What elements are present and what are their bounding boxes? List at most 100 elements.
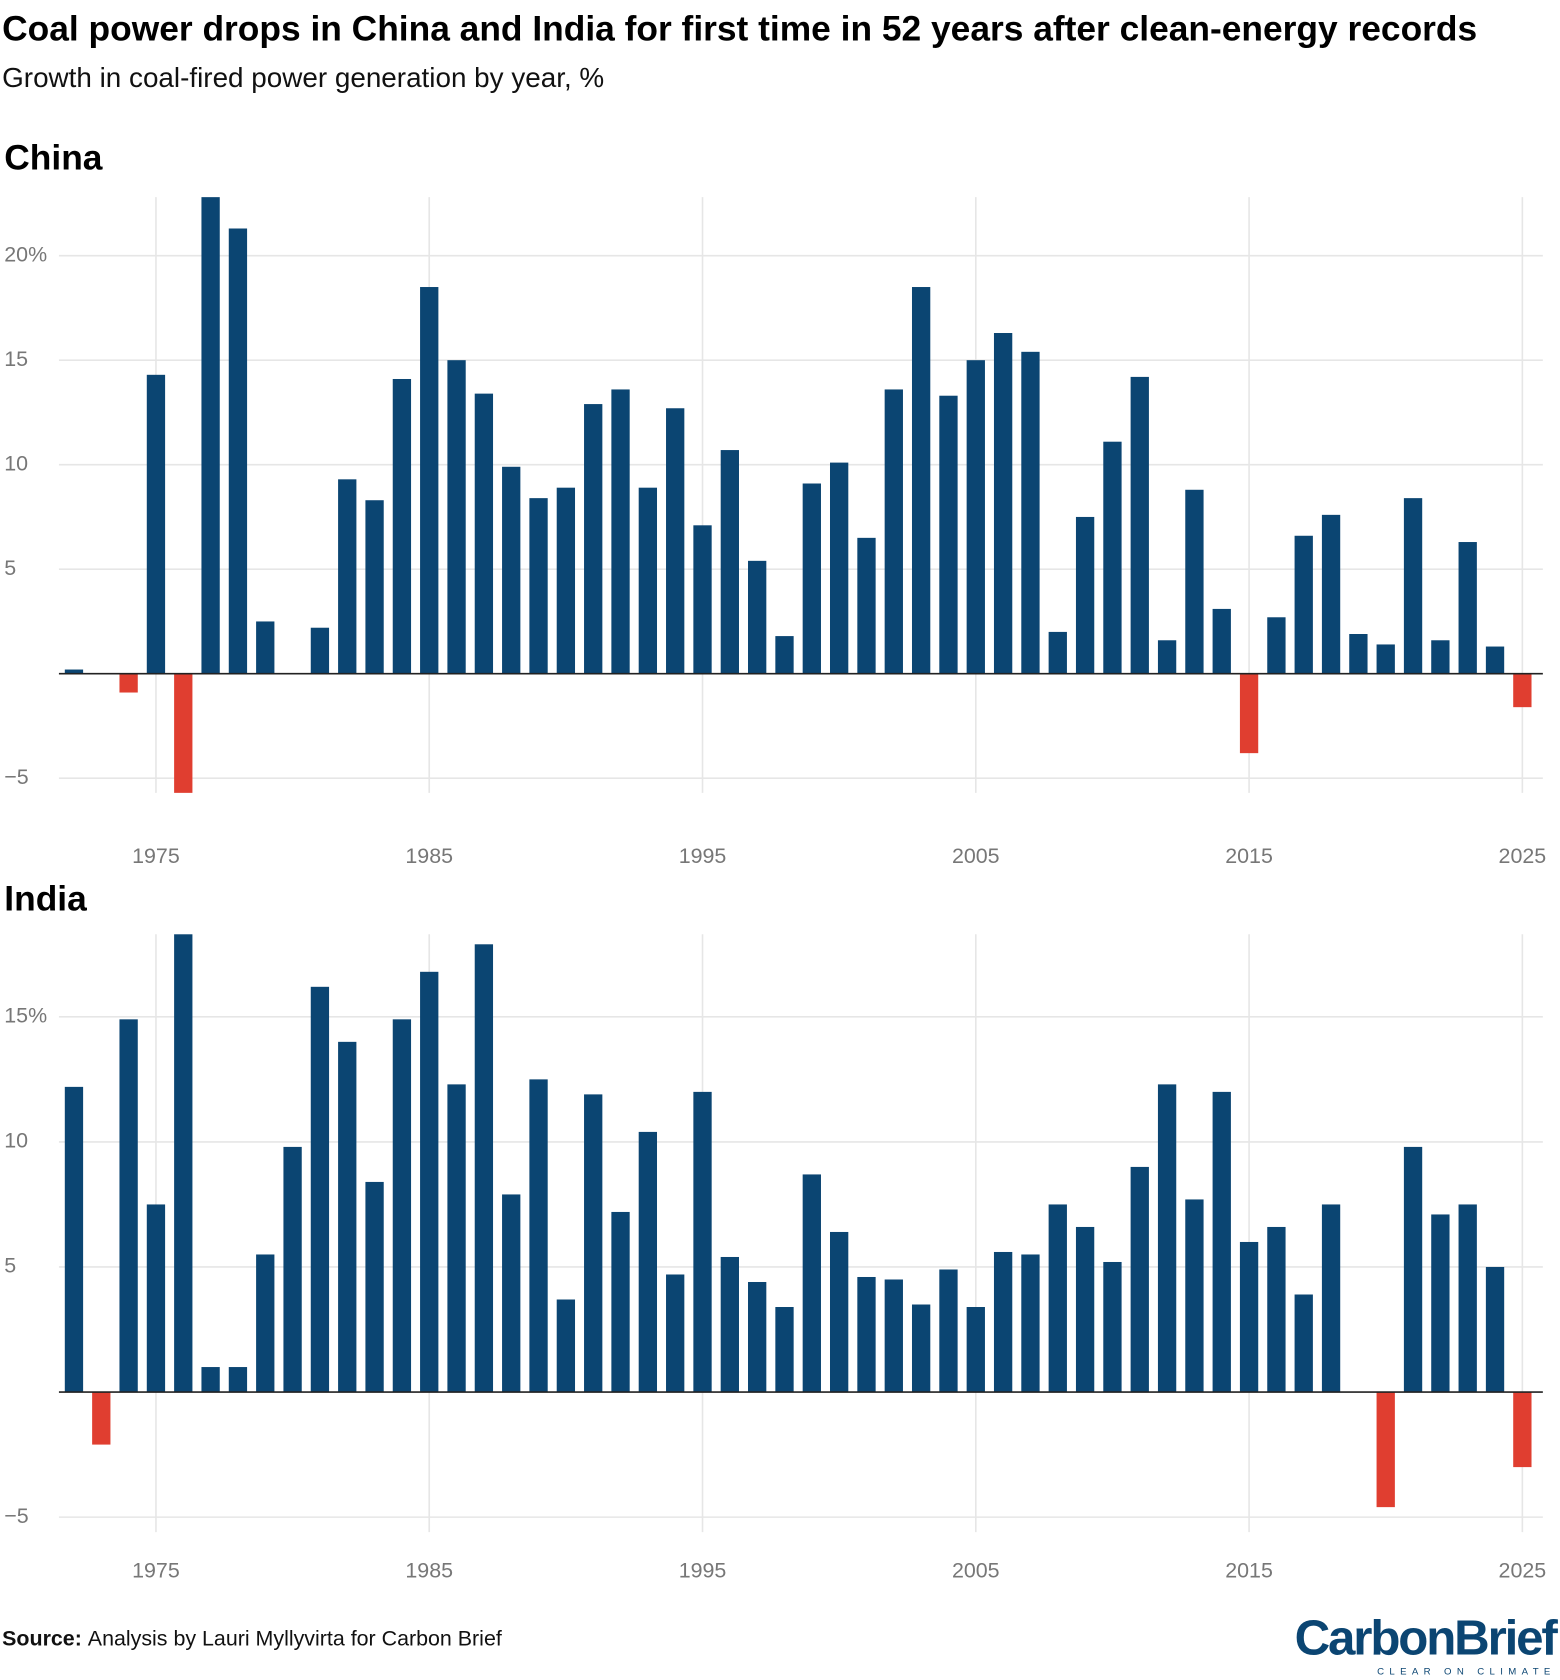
bar (1458, 1204, 1477, 1393)
bar (502, 1194, 521, 1393)
logo-tagline: CLEAR ON CLIMATE (1377, 1667, 1556, 1678)
bar (1376, 1392, 1395, 1508)
bar (911, 1304, 931, 1393)
y-tick-label: 10 (4, 451, 28, 475)
bar (1294, 535, 1313, 674)
bar (1103, 1261, 1122, 1393)
bar (392, 378, 412, 674)
bar (1130, 376, 1149, 674)
bar (638, 487, 658, 674)
bar (1075, 516, 1095, 674)
bar (1212, 608, 1231, 674)
bar (283, 1146, 302, 1393)
bar (993, 1251, 1013, 1393)
bar (748, 560, 767, 674)
bar (638, 1131, 658, 1393)
bar (365, 1181, 384, 1393)
bar (146, 374, 166, 674)
bar (748, 1281, 767, 1393)
chart-title: India (4, 880, 87, 919)
bar (119, 1019, 138, 1393)
bar (1212, 1091, 1231, 1393)
bar (939, 1269, 958, 1393)
bar (310, 627, 330, 674)
bar (993, 333, 1013, 674)
bar (1513, 673, 1532, 708)
bar (611, 1211, 630, 1393)
y-tick-label: 10 (4, 1129, 28, 1153)
bar (720, 1256, 739, 1393)
bar (1048, 631, 1067, 674)
y-tick-label: 15 (4, 347, 28, 371)
bar (1267, 1226, 1286, 1393)
bar (1075, 1226, 1095, 1393)
chart-title: China (4, 138, 103, 177)
bar (611, 389, 630, 674)
bar (392, 1019, 412, 1393)
bar (966, 1307, 985, 1393)
bar (1485, 1266, 1505, 1393)
bar (584, 404, 603, 674)
bar (1321, 514, 1341, 674)
bar (1513, 1392, 1532, 1468)
bar (829, 1231, 849, 1393)
bar (1048, 1204, 1067, 1393)
bar (1431, 640, 1450, 674)
y-tick-label: −5 (4, 1504, 28, 1528)
x-tick-label: 1975 (132, 1558, 180, 1582)
bar (146, 1204, 166, 1393)
bar (666, 1274, 685, 1393)
bar (584, 1094, 603, 1393)
source: Source: Analysis by Lauri Myllyvirta for… (2, 1627, 502, 1651)
bar (556, 487, 576, 674)
bar (1267, 617, 1286, 674)
bar (802, 1174, 821, 1393)
bar (939, 395, 958, 674)
bar (338, 1041, 357, 1393)
bar (1021, 1254, 1040, 1393)
source-text: Analysis by Lauri Myllyvirta for Carbon … (88, 1627, 502, 1651)
bar (720, 450, 739, 674)
bar (174, 934, 193, 1393)
bar (693, 525, 712, 674)
bar (201, 197, 220, 674)
bar (1021, 351, 1040, 674)
bar (1485, 646, 1505, 674)
x-tick-label: 2015 (1225, 844, 1273, 868)
bar (966, 360, 985, 674)
bar (228, 228, 248, 674)
bar (92, 1392, 111, 1445)
bar (1376, 644, 1395, 674)
bar (420, 287, 439, 674)
bar (64, 1086, 84, 1393)
bar (338, 479, 357, 674)
bar (174, 673, 193, 793)
bar (1403, 1146, 1423, 1393)
bar (1185, 1199, 1204, 1393)
bar (693, 1091, 712, 1393)
x-tick-label: 2015 (1225, 1558, 1273, 1582)
y-tick-label: 5 (4, 556, 16, 580)
x-tick-label: 2005 (952, 1558, 1000, 1582)
y-tick-label: −5 (4, 765, 28, 789)
x-tick-label: 2025 (1499, 1558, 1547, 1582)
bar (529, 1079, 548, 1393)
bar (474, 393, 494, 674)
bar (666, 408, 685, 674)
bar (1239, 673, 1259, 754)
bar (256, 1254, 275, 1393)
bar (502, 466, 521, 674)
bar (1157, 1084, 1177, 1393)
page-subtitle: Growth in coal-fired power generation by… (2, 62, 604, 93)
x-tick-label: 2025 (1499, 844, 1547, 868)
bar (1458, 542, 1477, 674)
bar (1321, 1204, 1341, 1393)
bar (911, 287, 931, 674)
bar (802, 483, 821, 674)
source-label: Source: (2, 1627, 82, 1651)
bar (64, 669, 84, 674)
logo: CarbonBrief (1295, 1610, 1559, 1665)
bar (1157, 640, 1177, 674)
bar (201, 1367, 220, 1393)
bar (228, 1367, 248, 1393)
